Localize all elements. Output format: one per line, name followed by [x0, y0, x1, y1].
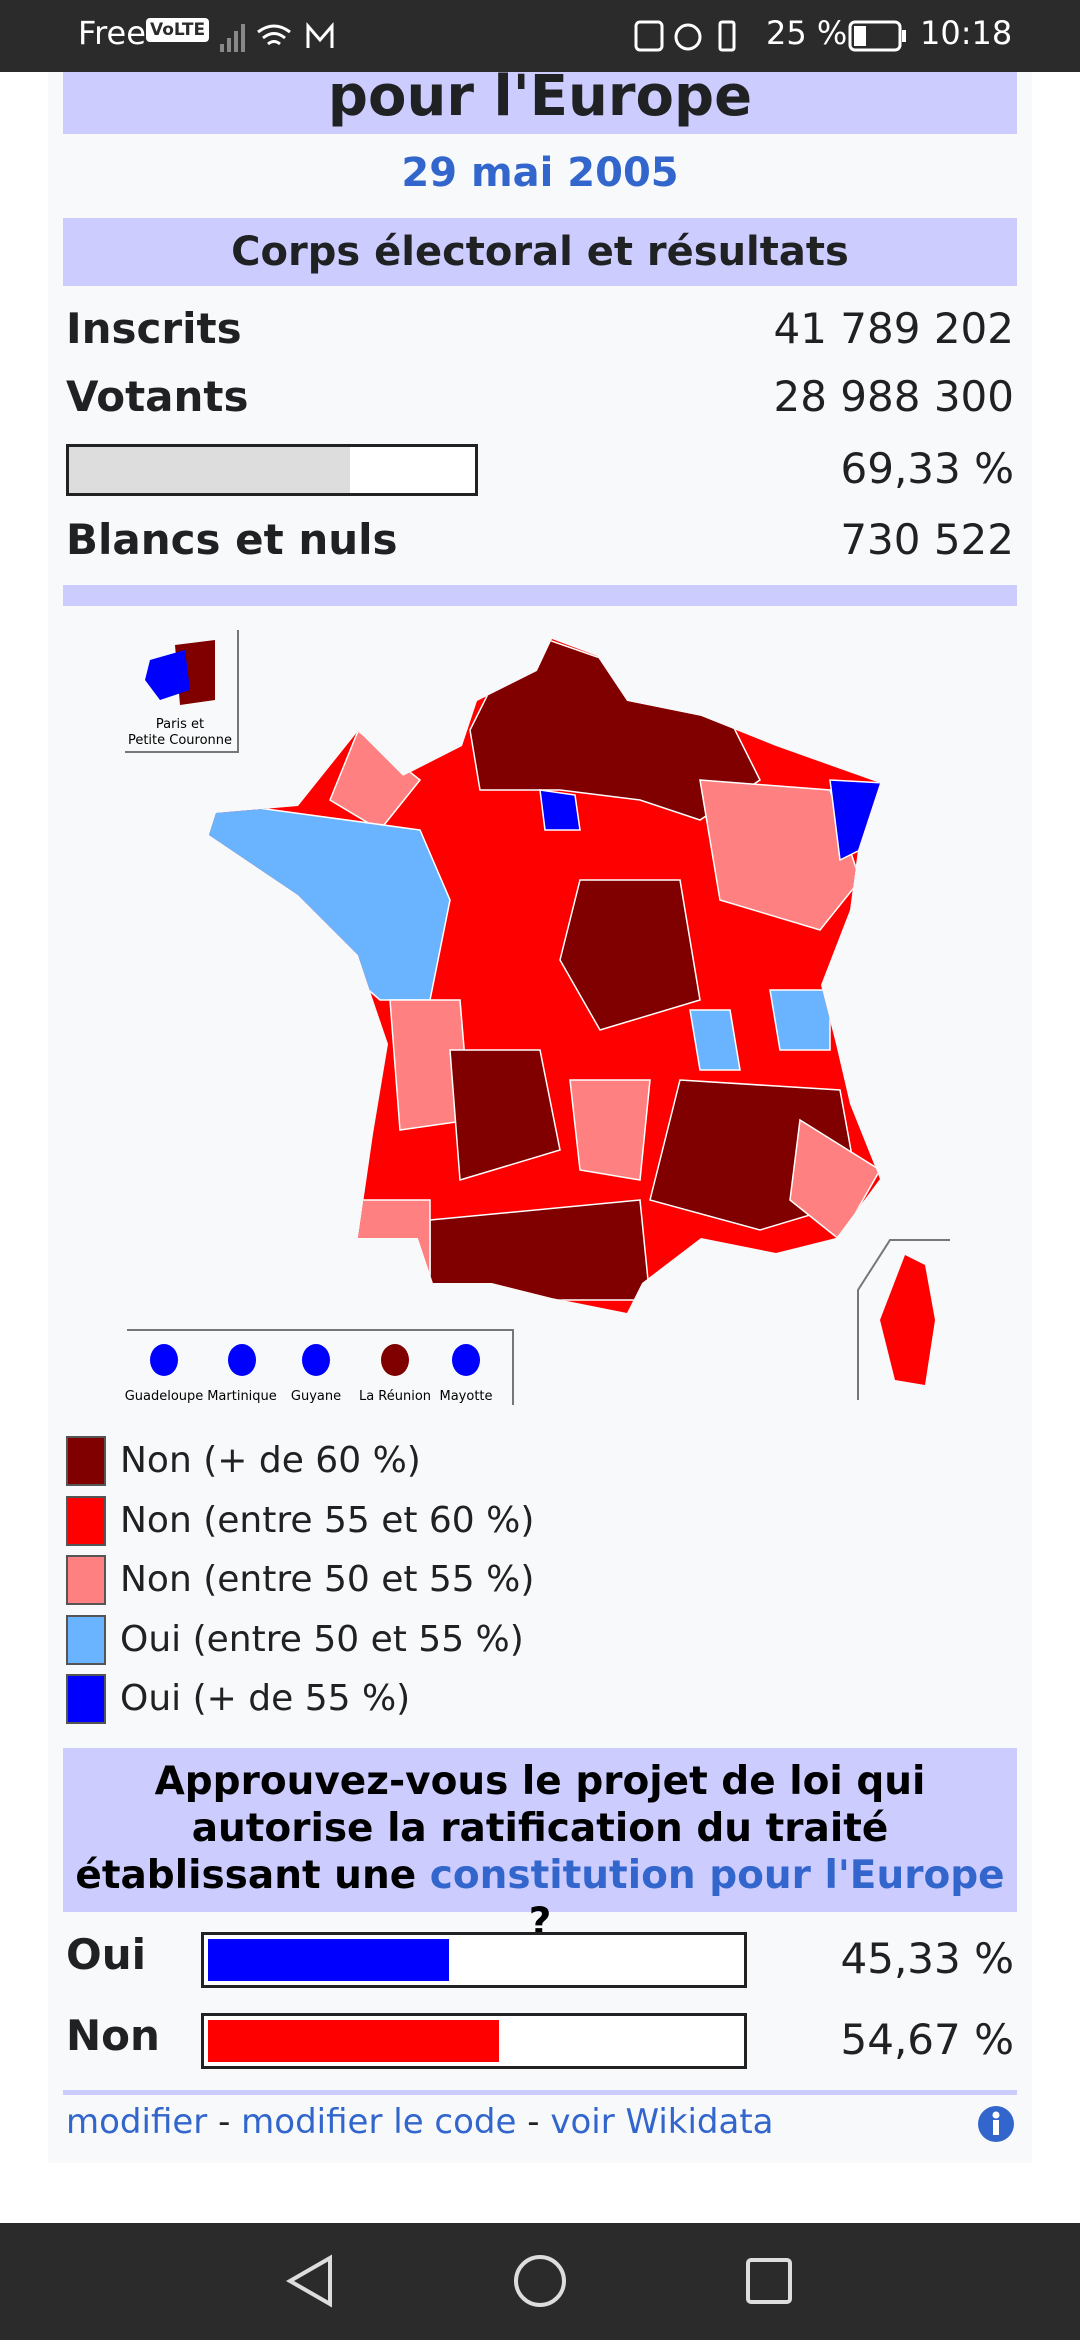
overseas-label: Martinique: [207, 1389, 277, 1404]
date: 29 mai 2005: [401, 150, 679, 196]
overseas-label: Guyane: [291, 1389, 341, 1404]
edit-link[interactable]: modifier: [66, 2102, 208, 2142]
inset-line: [857, 1239, 950, 1400]
row-value: 28 988 300: [773, 372, 1014, 421]
inset-label: Paris et: [156, 717, 204, 732]
legend-swatch: [66, 1674, 106, 1724]
result-bar-frame: [201, 2013, 747, 2069]
overseas-territory: [381, 1344, 409, 1376]
row-label: Inscrits: [66, 304, 242, 353]
legend-label: Oui (+ de 55 %): [120, 1678, 411, 1719]
result-label: Non: [66, 2011, 160, 2060]
result-value: 54,67 %: [840, 2015, 1015, 2064]
legend-label: Non (+ de 60 %): [120, 1440, 421, 1481]
info-icon[interactable]: [976, 2104, 1016, 2144]
back-button[interactable]: [285, 2254, 332, 2308]
row-label: Blancs et nuls: [66, 515, 398, 564]
overseas-territory: [228, 1344, 256, 1376]
legend-swatch: [66, 1436, 106, 1486]
footer-links: modifier - modifier le code - voir Wikid…: [66, 2102, 774, 2142]
legend-label: Oui (entre 50 et 55 %): [120, 1618, 524, 1660]
overseas-label: Guadeloupe: [125, 1389, 204, 1404]
map-region: [559, 879, 701, 1031]
wikidata-link[interactable]: voir Wikidata: [550, 2102, 774, 2142]
separator: [63, 2090, 1017, 2095]
inset-line: [125, 630, 239, 753]
map-region: [769, 989, 831, 1051]
signal-icons: [220, 21, 334, 52]
map-region: [689, 1009, 741, 1071]
corsica: [880, 1255, 935, 1385]
nav-icons: [285, 2254, 792, 2308]
overseas-label: Mayotte: [439, 1389, 492, 1404]
inset-line: [127, 1329, 514, 1405]
legend-swatch: [66, 1495, 106, 1546]
overseas-territory: [150, 1344, 178, 1376]
edit-source-link[interactable]: modifier le code: [241, 2102, 517, 2142]
overseas-territory: [452, 1344, 480, 1376]
map-region: [449, 1049, 561, 1181]
question-link[interactable]: constitution pour l'Europe: [429, 1853, 1005, 1898]
section-header: Corps électoral et résultats: [63, 218, 1017, 286]
turnout-bar: [69, 447, 351, 493]
status-bar: Free VoLTE 25 % 10:18: [0, 0, 1080, 72]
legend-label: Non (entre 55 et 60 %): [120, 1499, 535, 1541]
map-region: [539, 789, 581, 831]
clock: 10:18: [920, 14, 1013, 52]
separator: [63, 585, 1017, 606]
battery-level: 25 %: [766, 14, 848, 52]
separator-text: -: [218, 2102, 231, 2142]
result-bar: [208, 1939, 450, 1981]
turnout-bar-frame: [66, 444, 478, 496]
overseas-territory: [302, 1344, 330, 1376]
map-region: [699, 779, 861, 931]
map-region: [569, 1079, 651, 1181]
network-badge: VoLTE: [146, 18, 210, 42]
separator-text: -: [527, 2102, 540, 2142]
question-text: Approuvez-vous le projet de loi qui auto…: [75, 1759, 926, 1898]
row-value: 730 522: [840, 515, 1014, 564]
result-bar-frame: [201, 1932, 747, 1988]
question: Approuvez-vous le projet de loi qui auto…: [63, 1748, 1017, 1945]
results-map: Paris et Petite Couronne Guadeloupe Marti…: [125, 630, 950, 1405]
carrier: Free: [78, 14, 146, 52]
map-region: [829, 779, 880, 862]
result-label: Oui: [66, 1930, 147, 1979]
result-value: 45,33 %: [840, 1934, 1015, 1983]
home-button[interactable]: [514, 2255, 566, 2307]
result-bar: [208, 2020, 499, 2062]
map-region: [339, 1199, 431, 1291]
recents-button[interactable]: [746, 2258, 792, 2304]
inset-label: Petite Couronne: [128, 733, 232, 748]
turnout-value: 69,33 %: [840, 444, 1015, 493]
overseas-label: La Réunion: [359, 1389, 431, 1404]
row-label: Votants: [66, 372, 249, 421]
legend-swatch: [66, 1614, 106, 1665]
legend-label: Non (entre 50 et 55 %): [120, 1559, 535, 1600]
navigation-bar: [0, 2223, 1080, 2340]
system-icons: [634, 20, 736, 52]
map-region: [209, 799, 451, 1001]
map-region: [145, 650, 190, 700]
legend-swatch: [66, 1555, 106, 1605]
infobox-title: pour l'Europe: [63, 72, 1017, 134]
row-value: 41 789 202: [773, 304, 1014, 353]
battery-icon: [848, 20, 906, 52]
